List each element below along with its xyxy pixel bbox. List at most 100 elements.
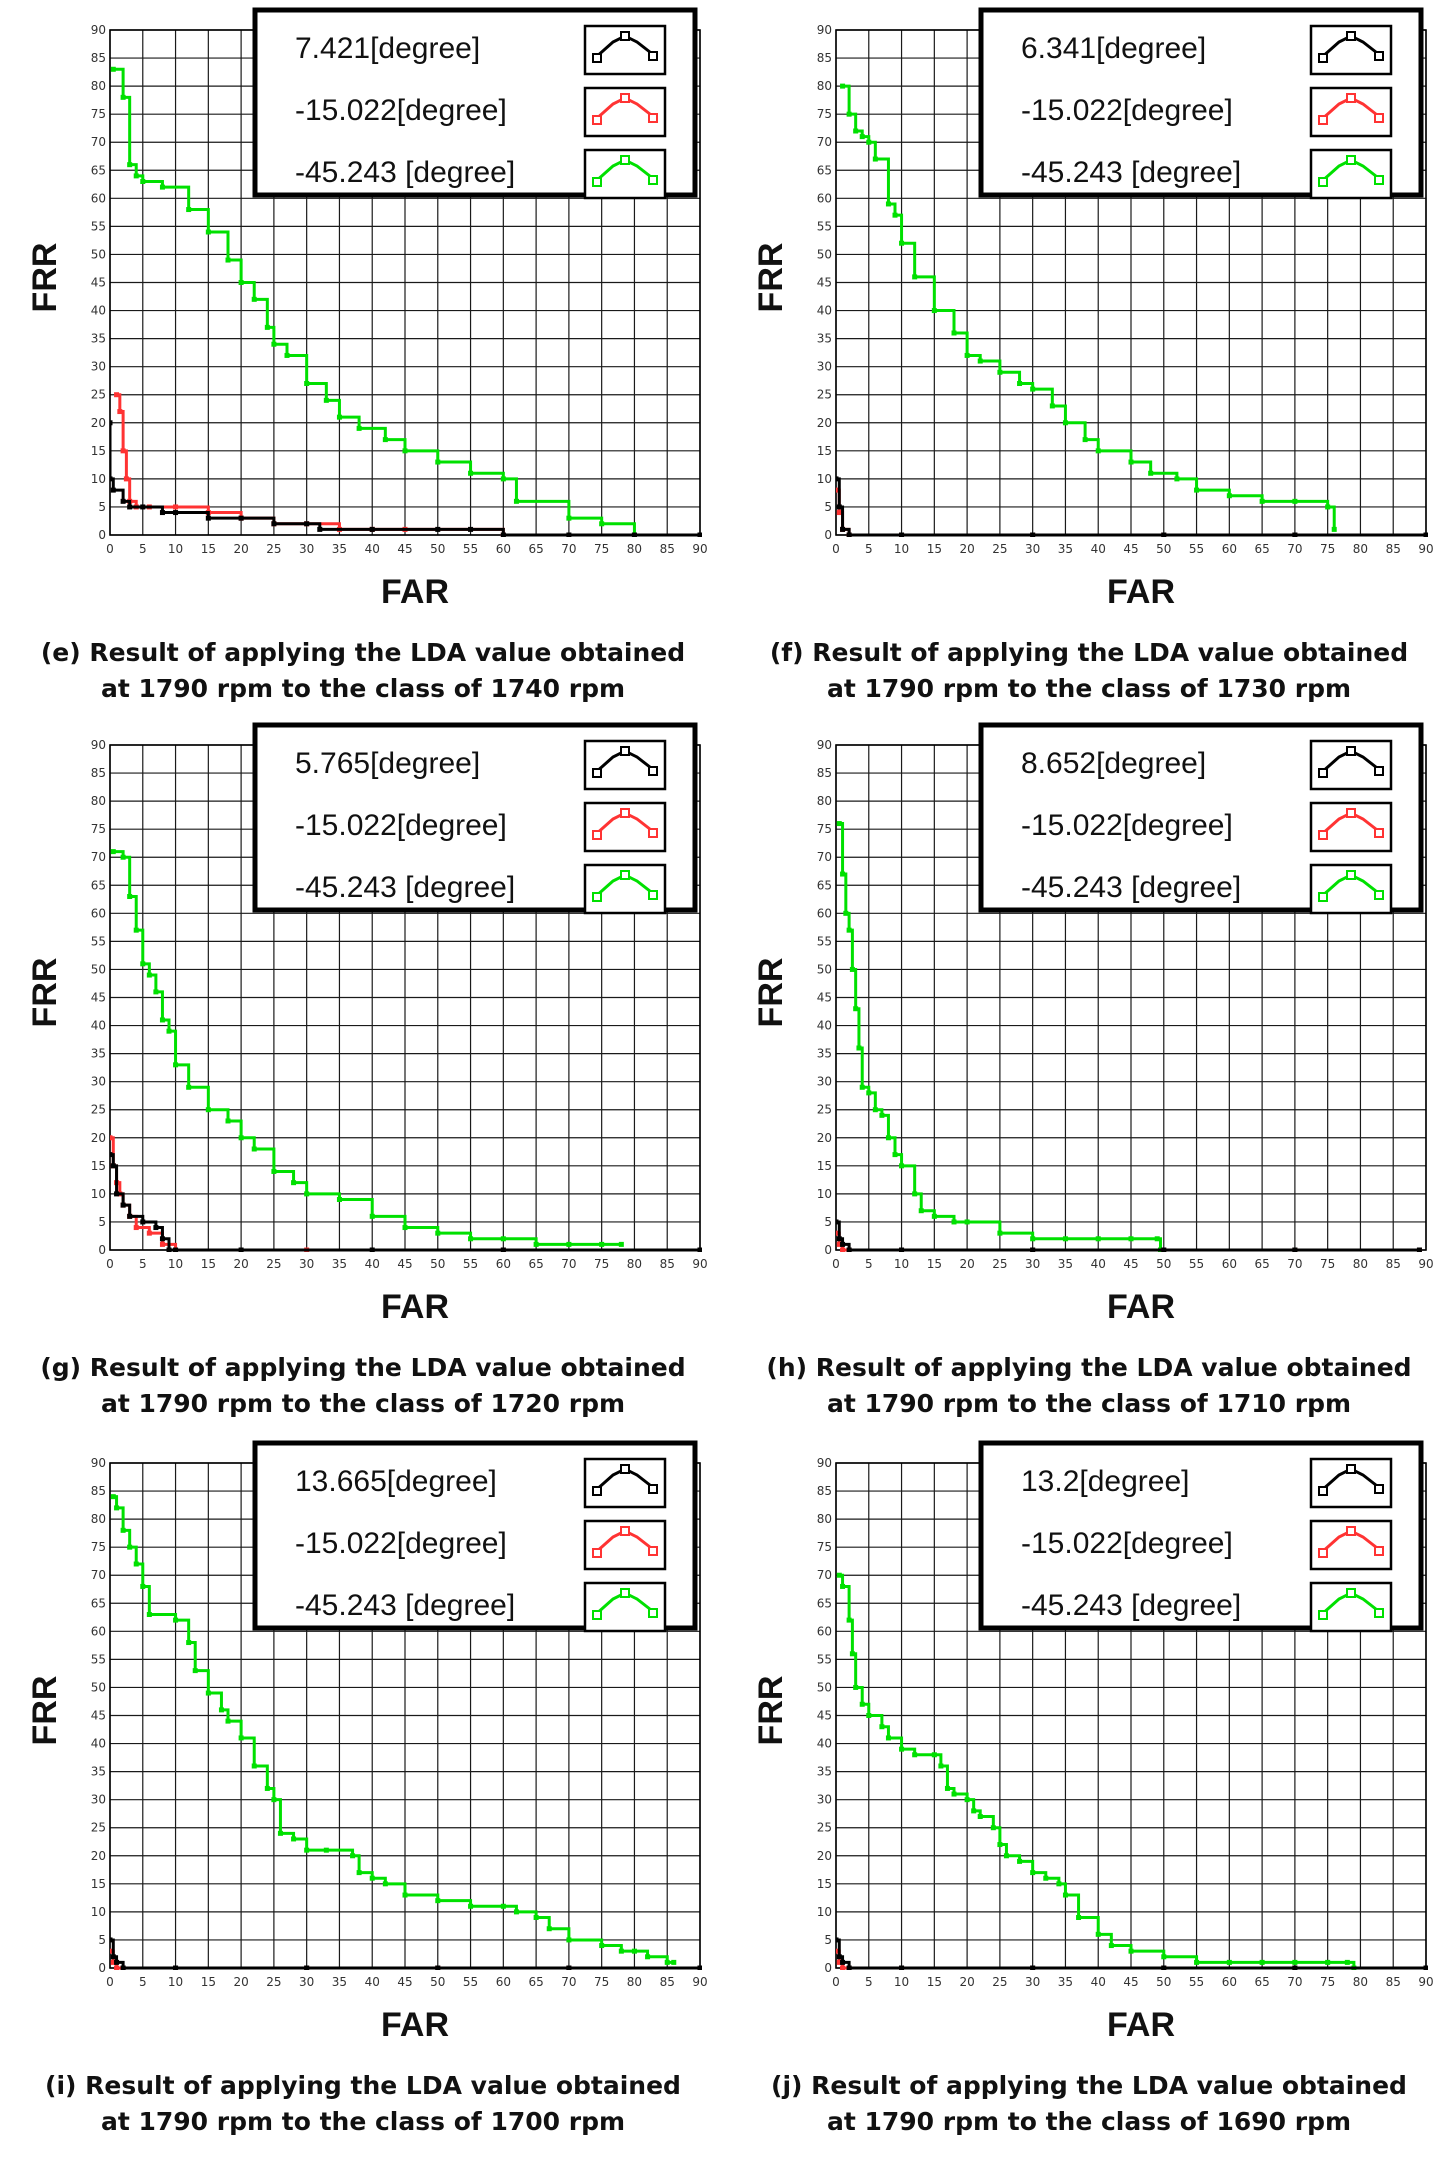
series-3-point	[918, 1208, 924, 1214]
x-tick-label: 5	[139, 1257, 147, 1271]
series-1-point	[166, 1247, 172, 1252]
series-3-point	[872, 1107, 878, 1113]
y-tick-label: 40	[817, 304, 832, 318]
y-tick-label: 80	[817, 794, 832, 808]
x-tick-label: 70	[1287, 542, 1302, 556]
x-tick-label: 75	[594, 1257, 609, 1271]
series-3-point	[879, 1112, 885, 1118]
series-1-point	[173, 1965, 179, 1970]
series-3-point	[350, 1853, 356, 1859]
series-group	[836, 821, 1422, 1252]
y-tick-label: 55	[817, 934, 832, 948]
series-3-point	[664, 1959, 670, 1965]
legend: 5.765[degree] -15.022[degree] -45.243 [deg…	[252, 722, 698, 915]
series-1-point	[899, 1965, 905, 1970]
series-3-point	[238, 280, 244, 285]
chart-panel-j: 0 5 10 15 20 25 30 35 40 45 50 55 60 65 70 75 80 85 90 0 5 10…	[726, 1433, 1452, 2143]
y-tick-label: 0	[824, 1243, 832, 1257]
series-3-point	[173, 1062, 179, 1068]
series-2-point	[840, 1965, 846, 1970]
series-3-point	[618, 1241, 624, 1247]
x-tick-label: 65	[1254, 1975, 1269, 1989]
series-3-point	[323, 397, 329, 403]
legend-swatch-marker	[1346, 1588, 1356, 1598]
series-3-point	[997, 1842, 1003, 1848]
series-1-point	[238, 1247, 244, 1252]
caption-line-1: (g) Result of applying the LDA value obt…	[40, 1353, 686, 1382]
legend-swatch-marker	[592, 1486, 602, 1496]
series-3-point	[846, 927, 852, 933]
legend: 13.2[degree] -15.022[degree] -45.243 [degr…	[978, 1440, 1424, 1633]
series-line-1	[110, 422, 700, 537]
caption-line-1: (j) Result of applying the LDA value obt…	[771, 2071, 1407, 2100]
legend-swatch-marker	[1374, 1484, 1384, 1494]
series-1-point	[110, 487, 116, 493]
series-3-point	[1095, 1931, 1101, 1937]
series-1-point	[435, 526, 441, 532]
x-tick-label: 25	[266, 1975, 281, 1989]
series-3-point	[1325, 504, 1331, 510]
legend-swatch-marker	[648, 1546, 658, 1556]
series-line-3	[842, 84, 1336, 530]
x-tick-label: 90	[692, 1975, 707, 1989]
series-3-point	[899, 240, 905, 246]
series-3-point	[382, 437, 388, 443]
x-axis-label: FAR	[1107, 1288, 1175, 1326]
x-tick-label: 10	[894, 542, 909, 556]
y-tick-label: 50	[91, 962, 106, 976]
x-axis-label: FAR	[1107, 573, 1175, 611]
series-1-point	[836, 1219, 839, 1225]
series-3-point	[866, 1090, 872, 1096]
x-tick-label: 25	[266, 542, 281, 556]
series-3-point	[159, 1017, 165, 1023]
y-tick-label: 85	[817, 1484, 832, 1498]
series-3-point	[304, 1191, 310, 1197]
y-tick-label: 10	[817, 1905, 832, 1919]
x-tick-label: 65	[528, 542, 543, 556]
y-tick-label: 10	[91, 1905, 106, 1919]
series-1-point	[159, 1236, 165, 1242]
series-3-point	[1082, 437, 1088, 443]
series-3-point	[1194, 1959, 1200, 1965]
y-tick-label: 75	[91, 1540, 106, 1554]
y-tick-label: 80	[91, 79, 106, 93]
y-tick-label: 45	[817, 276, 832, 290]
series-3-point	[500, 1903, 506, 1909]
series-3-point	[645, 1954, 651, 1960]
x-tick-label: 75	[1320, 1257, 1335, 1271]
series-1-point	[304, 1965, 310, 1970]
legend-swatch-marker	[1318, 768, 1328, 778]
series-3-point	[336, 1197, 342, 1202]
series-2-point	[120, 448, 126, 454]
y-tick-label: 70	[817, 850, 832, 864]
caption-line-2: at 1790 rpm to the class of 1690 rpm	[826, 2107, 1352, 2136]
series-1-point	[317, 526, 323, 532]
x-tick-label: 50	[430, 1975, 445, 1989]
y-tick-label: 75	[817, 107, 832, 121]
series-3-point	[120, 94, 126, 100]
series-3-point	[1095, 1236, 1101, 1242]
y-tick-label: 25	[91, 1103, 106, 1117]
legend-swatch-marker	[620, 31, 630, 41]
series-3-point	[435, 459, 441, 465]
y-tick-label: 35	[817, 1047, 832, 1061]
x-tick-label: 85	[660, 1975, 675, 1989]
legend-swatch-marker	[1374, 1546, 1384, 1556]
legend-label-1: 5.765[degree]	[295, 747, 480, 780]
x-tick-label: 10	[168, 1257, 183, 1271]
legend-swatch-marker	[648, 1608, 658, 1618]
series-1-point	[836, 1236, 842, 1242]
series-group	[110, 66, 702, 537]
x-tick-label: 85	[660, 542, 675, 556]
y-tick-label: 45	[91, 991, 106, 1005]
series-3-point	[140, 961, 146, 967]
y-tick-label: 70	[91, 850, 106, 864]
series-3-point	[1030, 386, 1036, 392]
y-tick-label: 50	[91, 247, 106, 261]
y-tick-label: 75	[91, 822, 106, 836]
series-3-point	[1259, 498, 1265, 504]
series-3-point	[951, 1791, 957, 1797]
chart-panel-g: 0 5 10 15 20 25 30 35 40 45 50 55 60 65 70 75 80 85 90 0 5 10…	[0, 715, 726, 1425]
legend-label-1: 13.665[degree]	[295, 1465, 497, 1498]
series-1-point	[1292, 532, 1298, 537]
